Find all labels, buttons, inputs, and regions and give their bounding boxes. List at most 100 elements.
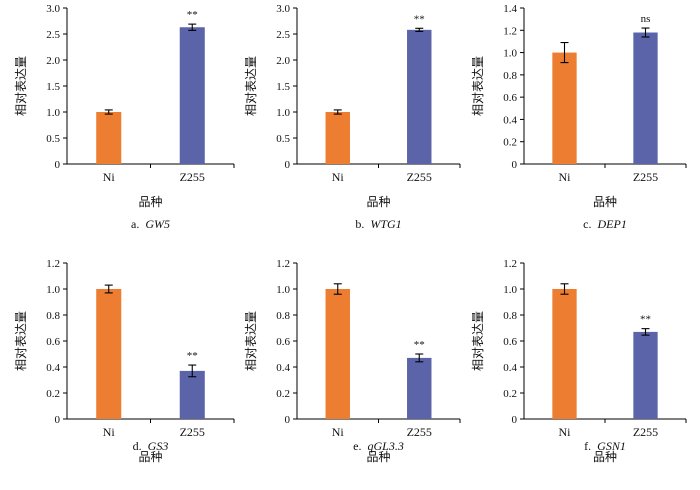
y-tick-label: 1.2 [276,258,290,270]
panel-caption: a. GW5 [131,217,170,231]
y-tick-label: 0.2 [46,388,60,400]
y-axis-title: 相对表达量 [471,311,485,371]
x-category-label: Ni [559,425,572,439]
significance-label: ** [187,350,198,362]
panel-label: f. [584,439,591,453]
y-tick-label: 1.2 [46,258,60,270]
y-tick-label: 0.5 [46,133,60,145]
y-axis-title: 相对表达量 [244,311,258,371]
panel-caption: e. qGL3.3 [353,439,404,453]
panel-caption: d. GS3 [133,439,169,453]
y-tick-label: 1.2 [503,25,517,37]
panel-label: e. [353,439,361,453]
chart-panel: 0 0.2 0.4 0.6 0.8 1.0 1.2 1.4 Ni ns Z255 品种 相对表达量 c. D… [471,3,687,231]
bar-z255 [179,370,205,419]
chart-panel: 0 0.5 1.0 1.5 2.0 2.5 3.0 Ni ** Z255 品种 相对表达量 a. GW5 [14,3,235,231]
y-tick-label: 0.4 [276,362,290,374]
y-tick-label: 1.5 [276,81,290,93]
y-tick-label: 0 [285,159,291,171]
y-tick-label: 0.2 [503,388,517,400]
y-tick-label: 1.2 [503,258,517,270]
x-axis-title: 品种 [593,195,617,209]
y-tick-label: 0.4 [503,114,517,126]
bar-z255 [407,29,432,165]
x-category-label: Z255 [407,170,432,184]
y-tick-label: 0.8 [46,310,60,322]
bar-z255 [179,27,205,164]
significance-label: ns [641,13,651,25]
y-tick-label: 0.2 [503,137,517,149]
y-tick-label: 0.2 [276,388,290,400]
y-tick-label: 1.0 [46,107,60,119]
y-tick-label: 1.0 [503,48,517,60]
x-category-label: Z255 [180,425,205,439]
y-tick-label: 1.4 [503,3,517,15]
x-axis-title: 品种 [366,450,390,464]
y-tick-label: 1.0 [46,284,60,296]
y-tick-label: 0 [512,414,518,426]
y-tick-label: 0 [285,414,291,426]
x-category-label: Ni [332,170,345,184]
bar-ni [96,112,122,164]
gene-name: DEP1 [597,217,627,231]
gene-name: WTG1 [370,217,401,231]
y-axis-title: 相对表达量 [14,56,28,116]
bar-ni [552,289,577,419]
y-tick-label: 0.8 [503,310,517,322]
x-axis-title: 品种 [366,195,390,209]
x-category-label: Z255 [407,425,432,439]
significance-label: ** [414,339,425,351]
gene-name: GW5 [145,217,170,231]
x-category-label: Ni [103,170,116,184]
y-tick-label: 1.0 [503,284,517,296]
x-axis-title: 品种 [138,195,162,209]
y-tick-label: 1.0 [276,107,290,119]
y-tick-label: 0 [55,414,61,426]
bar-z255 [633,32,658,165]
panel-label: c. [583,217,591,231]
panel-label: a. [131,217,139,231]
y-tick-label: 0.6 [276,336,290,348]
bar-ni [325,112,350,164]
chart-panel: 0 0.2 0.4 0.6 0.8 1.0 1.2 Ni ** Z255 品种 相对表达量 e. qGL3… [244,258,461,464]
bar-z255 [633,331,658,419]
y-tick-label: 2.0 [46,55,60,67]
y-tick-label: 0.6 [46,336,60,348]
x-category-label: Ni [103,425,116,439]
y-tick-label: 0.8 [503,70,517,82]
y-tick-label: 0 [512,159,518,171]
x-category-label: Z255 [633,425,658,439]
y-axis-title: 相对表达量 [471,56,485,116]
panel-caption: f. GSN1 [584,439,626,453]
y-tick-label: 2.5 [276,29,290,41]
bar-ni [552,52,577,165]
bar-ni [96,289,122,419]
x-category-label: Z255 [633,170,658,184]
x-category-label: Z255 [180,170,205,184]
y-tick-label: 0.4 [503,362,517,374]
chart-panel: 0 0.2 0.4 0.6 0.8 1.0 1.2 Ni ** Z255 品种 相对表达量 f. GSN1 [471,258,687,464]
gene-name: qGL3.3 [367,439,403,453]
y-tick-label: 2.0 [276,55,290,67]
gene-name: GSN1 [597,439,626,453]
y-tick-label: 0.6 [503,92,517,104]
bar-z255 [407,357,432,419]
y-tick-label: 3.0 [46,3,60,15]
chart-panel: 0 0.2 0.4 0.6 0.8 1.0 1.2 Ni ** Z255 品种 相对表达量 d. GS3 [14,258,235,464]
y-tick-label: 1.0 [276,284,290,296]
y-tick-label: 0.5 [276,133,290,145]
gene-name: GS3 [148,439,169,453]
y-tick-label: 0.6 [503,336,517,348]
panel-label: d. [133,439,142,453]
chart-panel: 0 0.5 1.0 1.5 2.0 2.5 3.0 Ni ** Z255 品种 相对表达量 b. WTG1 [244,3,461,231]
y-tick-label: 0.4 [46,362,60,374]
panel-label: b. [355,217,364,231]
panel-caption: b. WTG1 [355,217,401,231]
x-axis-title: 品种 [593,450,617,464]
y-tick-label: 0 [55,159,61,171]
y-axis-title: 相对表达量 [244,56,258,116]
x-category-label: Ni [559,170,572,184]
y-axis-title: 相对表达量 [14,311,28,371]
x-axis-title: 品种 [138,450,162,464]
